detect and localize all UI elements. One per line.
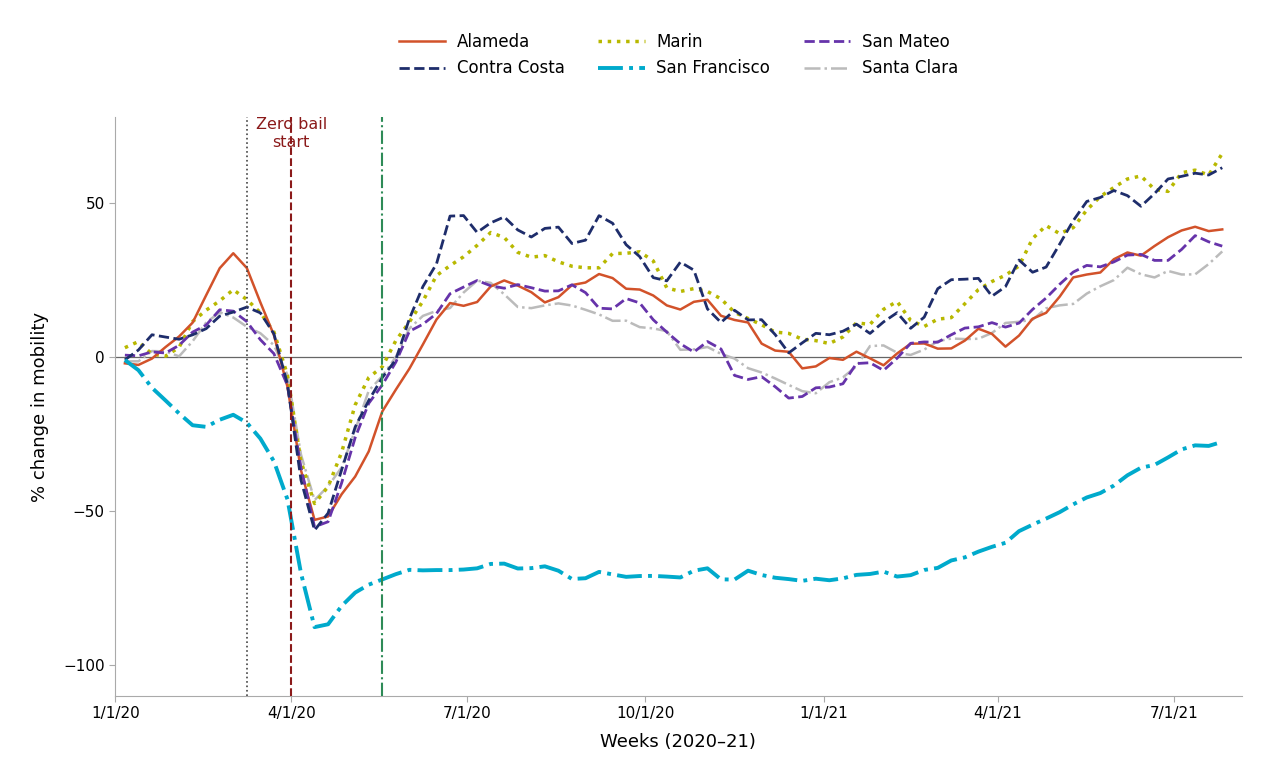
Legend: Alameda, Contra Costa, Marin, San Francisco, San Mateo, Santa Clara: Alameda, Contra Costa, Marin, San Franci…: [398, 33, 959, 77]
Text: Zero bail
start: Zero bail start: [256, 117, 326, 149]
X-axis label: Weeks (2020–21): Weeks (2020–21): [600, 733, 756, 751]
Y-axis label: % change in mobility: % change in mobility: [31, 311, 49, 502]
